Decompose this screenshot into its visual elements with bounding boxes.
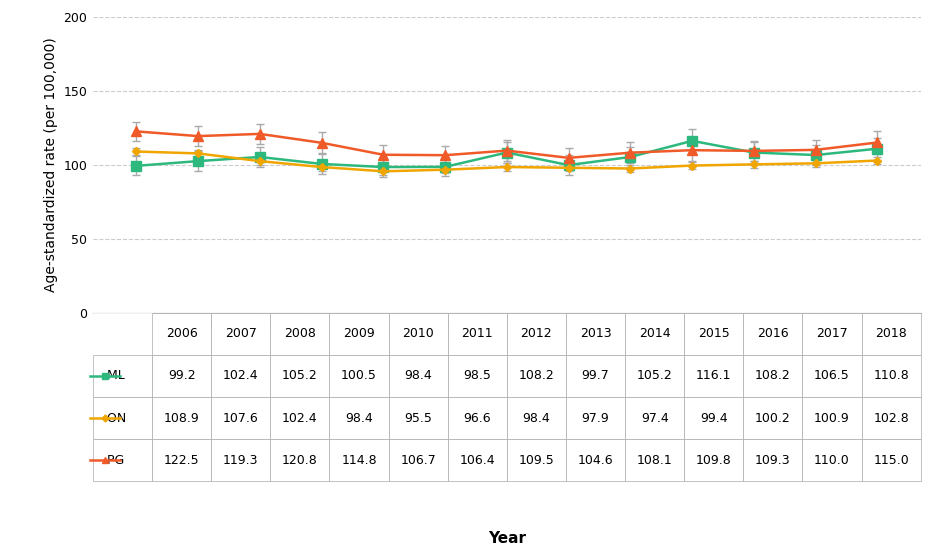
Y-axis label: Age-standardized rate (per 100,000): Age-standardized rate (per 100,000) <box>44 37 58 292</box>
Text: Year: Year <box>488 531 525 546</box>
